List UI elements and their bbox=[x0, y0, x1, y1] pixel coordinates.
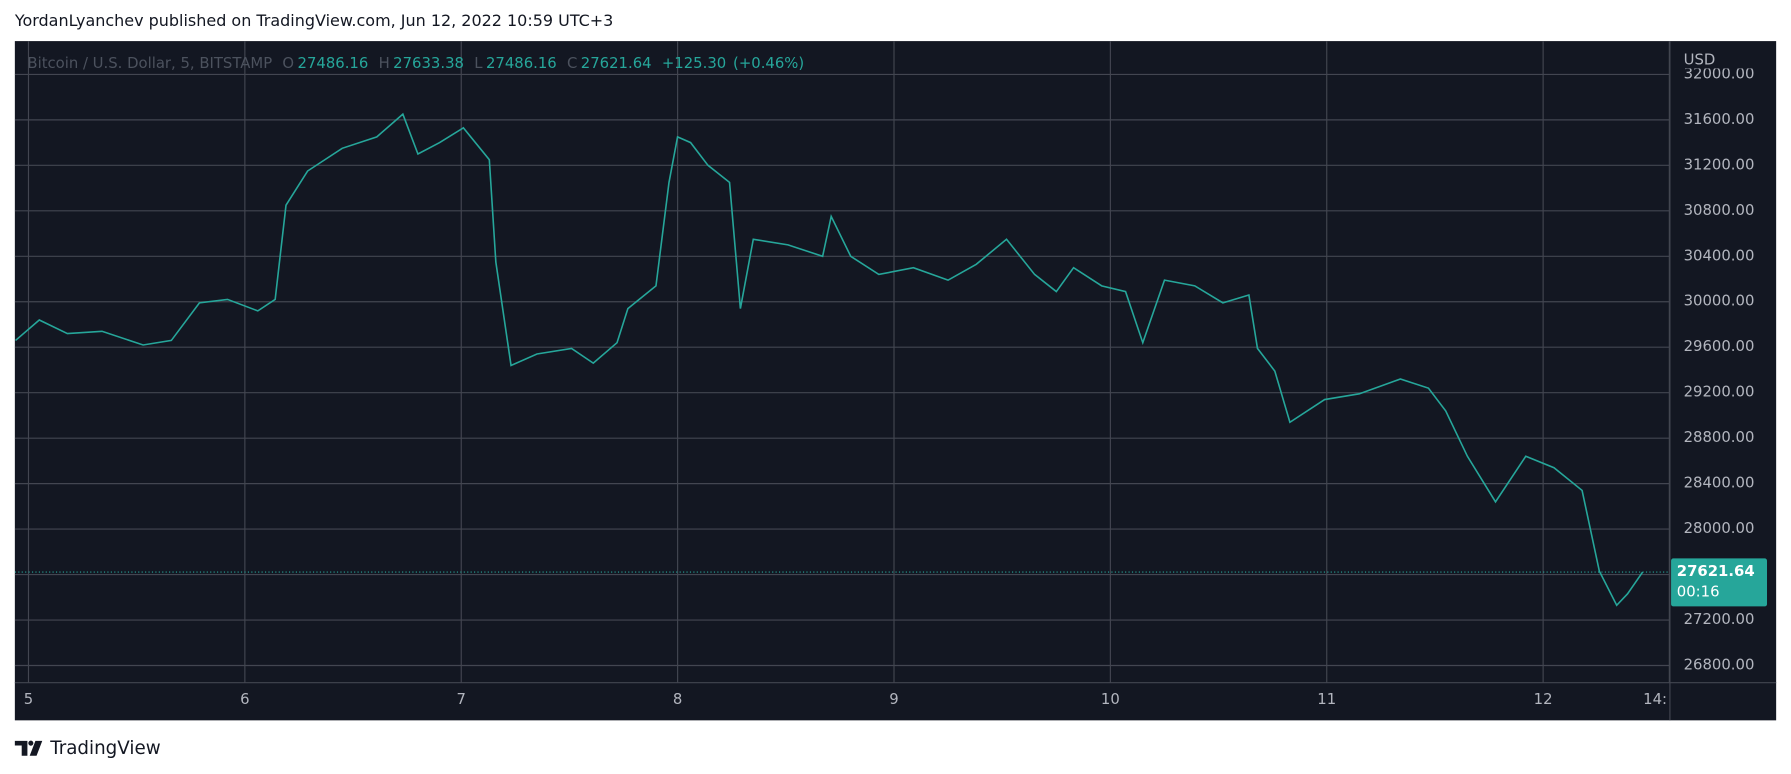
countdown-label: 00:16 bbox=[1677, 584, 1720, 601]
change-pct-label: (+0.46%) bbox=[733, 55, 804, 72]
chart-panel bbox=[14, 41, 1777, 721]
x-tick-label: 9 bbox=[889, 691, 898, 708]
x-tick-label: 7 bbox=[457, 691, 466, 708]
y-tick-label: 26800.00 bbox=[1684, 657, 1755, 674]
ohlc-value: 27621.64 bbox=[581, 55, 652, 72]
y-tick-label: 30400.00 bbox=[1684, 247, 1755, 264]
x-tick-label: 14: bbox=[1643, 691, 1667, 708]
x-tick-label: 11 bbox=[1317, 691, 1336, 708]
ohlc-key: L bbox=[474, 55, 483, 72]
ohlc-value: 27486.16 bbox=[486, 55, 557, 72]
change-label: +125.30 bbox=[662, 55, 726, 72]
last-price-label: 27621.64 bbox=[1677, 563, 1755, 580]
y-tick-label: 30800.00 bbox=[1684, 202, 1755, 219]
logo-icon bbox=[14, 740, 43, 756]
y-tick-label: 28400.00 bbox=[1684, 475, 1755, 492]
y-tick-label: 28000.00 bbox=[1684, 520, 1755, 537]
x-tick-label: 6 bbox=[240, 691, 249, 708]
y-tick-label: 31600.00 bbox=[1684, 111, 1755, 128]
ohlc-key: O bbox=[282, 55, 294, 72]
last-price-tag bbox=[1671, 558, 1768, 607]
ohlc-key: C bbox=[567, 55, 577, 72]
footer-brand: TradingView bbox=[49, 738, 160, 759]
y-tick-label: 29600.00 bbox=[1684, 338, 1755, 355]
ohlc-value: 27486.16 bbox=[298, 55, 369, 72]
y-tick-label: 29200.00 bbox=[1684, 384, 1755, 401]
grid bbox=[14, 41, 1670, 683]
y-tick-label: 31200.00 bbox=[1684, 156, 1755, 173]
price-line bbox=[15, 112, 1644, 607]
ohlc-value: 27633.38 bbox=[393, 55, 464, 72]
y-tick-label: 27200.00 bbox=[1684, 611, 1755, 628]
x-tick-label: 5 bbox=[24, 691, 33, 708]
x-tick-label: 12 bbox=[1534, 691, 1553, 708]
time-axis: 5 6 7 8 9 10 11 12 14: bbox=[24, 691, 1667, 708]
currency-label: USD bbox=[1684, 52, 1716, 69]
footer-logo: TradingView bbox=[14, 738, 161, 759]
x-tick-label: 8 bbox=[673, 691, 682, 708]
x-tick-label: 10 bbox=[1101, 691, 1120, 708]
symbol-label: Bitcoin / U.S. Dollar, 5, BITSTAMP bbox=[27, 55, 272, 72]
header-text: YordanLyanchev published on TradingView.… bbox=[14, 11, 614, 30]
series bbox=[14, 112, 1670, 607]
ohlc-key: H bbox=[379, 55, 390, 72]
y-tick-label: 32000.00 bbox=[1684, 65, 1755, 82]
y-tick-label: 30000.00 bbox=[1684, 293, 1755, 310]
y-tick-label: 28800.00 bbox=[1684, 429, 1755, 446]
legend: Bitcoin / U.S. Dollar, 5, BITSTAMP O 27486… bbox=[27, 55, 804, 72]
logo-dot bbox=[28, 740, 34, 746]
